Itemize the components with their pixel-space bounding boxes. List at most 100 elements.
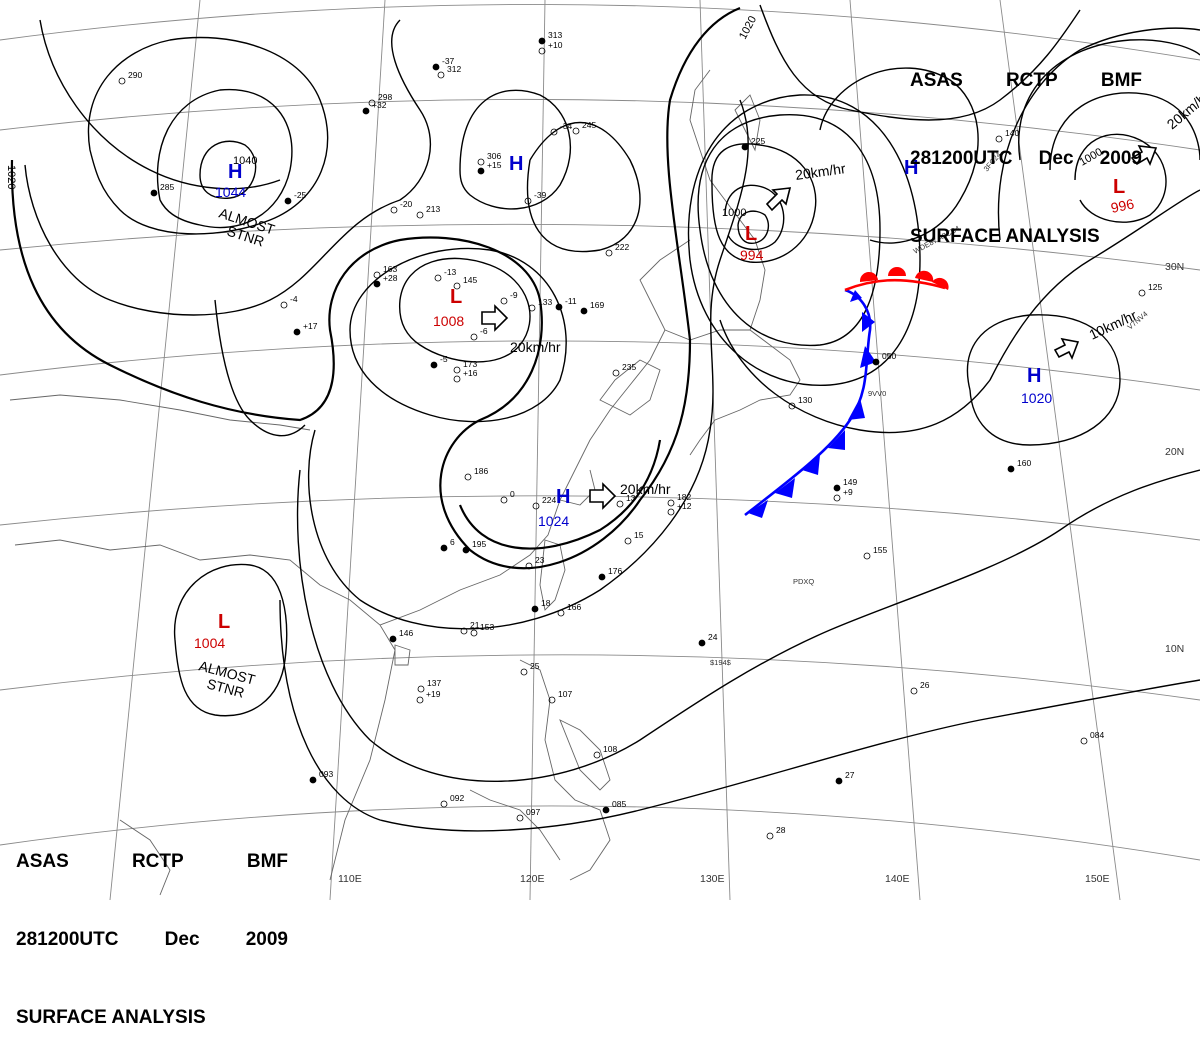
center-pressure-value: 994 (740, 247, 764, 263)
chart-header-bottom: ASAS RCTP BMF 281200UTC Dec 2009 SURFACE ANA… (16, 797, 288, 1057)
station-circle (538, 37, 546, 45)
station-circle (390, 206, 398, 214)
station-circle (500, 297, 508, 305)
station-circle (602, 806, 610, 814)
station-value: -6 (480, 326, 488, 336)
header-station: RCTP (1005, 70, 1058, 91)
station-value: +12 (677, 501, 692, 511)
station-circle (910, 687, 918, 695)
station-value: -11 (565, 296, 577, 306)
pressure-centers: H1044ALMOSTSTNRHL1008H1024L994HL996H1020… (194, 153, 1136, 701)
header-code: BMF (1100, 70, 1142, 91)
center-pressure-value: 1024 (538, 513, 569, 529)
station-circle (368, 99, 376, 107)
station-circle (833, 494, 841, 502)
station-value: -13 (444, 267, 457, 277)
high-pressure-center: H (509, 153, 523, 175)
station-circle (524, 197, 532, 205)
station-circle (766, 832, 774, 840)
station-value: 153 (480, 622, 494, 632)
isobar-label: 1040 (233, 155, 257, 167)
station-value: 133 (538, 297, 552, 307)
movement-arrow (765, 187, 792, 212)
ship-id: $194$ (710, 658, 732, 667)
low-pressure-center: L 994 (740, 223, 764, 263)
station-value: 093 (319, 769, 333, 779)
station-circle (477, 167, 485, 175)
station-value: 24 (708, 632, 718, 642)
movement-speed-label: 20km/hr (794, 160, 847, 183)
station-circle (532, 502, 540, 510)
station-value: 27 (845, 770, 855, 780)
movement-arrow (589, 482, 617, 510)
station-value: 6 (450, 537, 455, 547)
station-circle (118, 77, 126, 85)
station-circle (453, 366, 461, 374)
lat-label: 30N (1165, 261, 1184, 273)
station-circle (430, 361, 438, 369)
high-symbol: H (1027, 365, 1041, 387)
station-circle (833, 484, 841, 492)
station-value: 186 (474, 466, 488, 476)
station-value: 173 (463, 359, 477, 369)
station-circle (572, 127, 580, 135)
station-value: +28 (383, 273, 398, 283)
station-circle (1138, 289, 1146, 297)
movement-speed-label: 20km/hr (510, 339, 561, 355)
station-value: 166 (567, 602, 581, 612)
isobars (10, 4, 1200, 832)
center-pressure-value: 996 (1109, 195, 1135, 216)
grid-labels: 110E 120E 130E 140E 150E 10N 20N 30N (338, 261, 1184, 885)
station-value: 160 (1017, 458, 1031, 468)
station-value: -9 (510, 290, 518, 300)
station-circle (605, 249, 613, 257)
lon-label: 140E (885, 873, 910, 885)
station-value: +10 (548, 40, 563, 50)
center-pressure-value: 1044 (215, 184, 246, 200)
station-circle (437, 71, 445, 79)
station-circle (417, 685, 425, 693)
station-value: 298 (378, 92, 392, 102)
station-circle (667, 499, 675, 507)
station-circle (500, 496, 508, 504)
station-value: +17 (303, 321, 318, 331)
station-circle (593, 751, 601, 759)
station-circle (453, 375, 461, 383)
station-value: 125 (1148, 282, 1162, 292)
station-value: -20 (400, 199, 413, 209)
station-circle (477, 158, 485, 166)
station-circle (362, 107, 370, 115)
station-circle (453, 282, 461, 290)
station-value: 21 (470, 620, 480, 630)
station-circle (284, 197, 292, 205)
station-value: 224 (542, 495, 556, 505)
station-value: 312 (447, 64, 461, 74)
station-value: 222 (615, 242, 629, 252)
frontal-system (744, 267, 949, 518)
station-circle (373, 280, 381, 288)
movement-speed-label: 20km/hr (620, 481, 671, 497)
station-value: 26 (920, 680, 930, 690)
station-value: -4 (290, 294, 298, 304)
isobar-label: 1000 (722, 207, 746, 219)
station-circle (525, 562, 533, 570)
station-value: 306 (487, 151, 501, 161)
station-circle (432, 63, 440, 71)
station-value: +32 (372, 100, 387, 110)
station-circle (872, 358, 880, 366)
lat-label: 20N (1165, 446, 1184, 458)
isobar-label: 1020 (737, 14, 759, 41)
station-value: 176 (608, 566, 622, 576)
station-value: 085 (612, 799, 626, 809)
station-circle (612, 369, 620, 377)
station-value: 137 (427, 678, 441, 688)
station-circle (788, 402, 796, 410)
station-value: 169 (590, 300, 604, 310)
center-pressure-value: 1020 (1021, 390, 1052, 406)
station-value: 235 (622, 362, 636, 372)
chart-header-top: ASAS RCTP BMF 281200UTC Dec 2009 SURFACE ANA… (910, 16, 1142, 276)
header-time: 281200UTC (16, 929, 119, 950)
